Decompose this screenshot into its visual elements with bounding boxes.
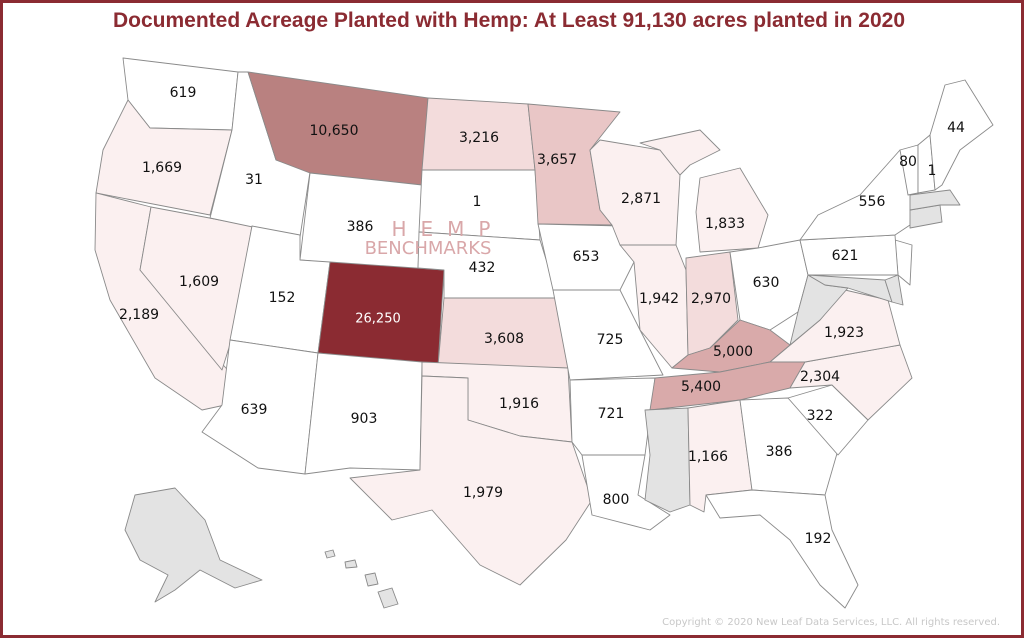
label-ga: 386 [766,444,793,460]
state-ga [739,397,839,496]
label-or: 1,669 [142,160,182,176]
state-or [95,99,233,216]
state-ny [799,149,913,241]
state-mo [552,289,664,381]
state-ia [537,223,635,291]
label-id: 31 [245,172,263,188]
label-ut: 152 [269,290,296,306]
state-la [581,454,671,531]
label-ar: 721 [598,406,625,422]
label-mt: 10,650 [310,123,359,139]
state-tx [349,375,593,586]
label-ne: 432 [469,260,496,276]
label-ok: 1,916 [499,396,539,412]
label-wi: 2,871 [621,191,661,207]
label-in: 2,970 [691,291,731,307]
label-va: 1,923 [824,325,864,341]
watermark-line2: BENCHMARKS [365,238,492,259]
label-ny: 556 [859,194,886,210]
label-ia: 653 [573,249,600,265]
label-wy: 386 [347,219,374,235]
state-ak [124,487,263,603]
copyright-notice: Copyright © 2020 New Leaf Data Services,… [662,617,1000,628]
label-il: 1,942 [639,291,679,307]
label-pa: 621 [832,248,859,264]
label-al: 1,166 [688,449,728,465]
label-sd: 1 [473,194,482,210]
state-md [807,274,893,303]
state-hi [324,549,399,609]
label-wa: 619 [170,85,197,101]
state-ms [644,407,691,513]
label-la: 800 [603,492,630,508]
label-nm: 903 [351,411,378,427]
state-de [884,274,904,306]
label-me: 44 [947,120,965,136]
label-mo: 725 [597,332,624,348]
state-me [929,79,994,191]
label-nc: 2,304 [800,369,840,385]
label-nd: 3,216 [459,130,499,146]
label-nv: 1,609 [179,274,219,290]
label-ky: 5,000 [713,344,753,360]
label-vt: 80 [899,154,917,170]
label-fl: 192 [805,531,832,547]
map-title: Documented Acreage Planted with Hemp: At… [112,9,906,32]
state-nm [304,352,423,475]
label-nh: 1 [928,163,937,179]
state-fl [705,489,859,609]
label-sc: 322 [807,408,834,424]
label-mn: 3,657 [537,152,577,168]
label-mi: 1,833 [705,216,745,232]
label-co: 26,250 [355,312,401,327]
label-ks: 3,608 [484,331,524,347]
label-tn: 5,400 [681,379,721,395]
label-az: 639 [241,402,268,418]
label-tx: 1,979 [463,485,503,501]
label-ca: 2,189 [119,307,159,323]
label-oh: 630 [753,275,780,291]
state-ma [909,189,961,211]
watermark-line1: HEMP [392,217,505,241]
